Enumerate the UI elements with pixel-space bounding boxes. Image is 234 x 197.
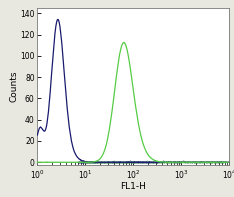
X-axis label: FL1-H: FL1-H [121,182,146,191]
Y-axis label: Counts: Counts [10,71,19,102]
